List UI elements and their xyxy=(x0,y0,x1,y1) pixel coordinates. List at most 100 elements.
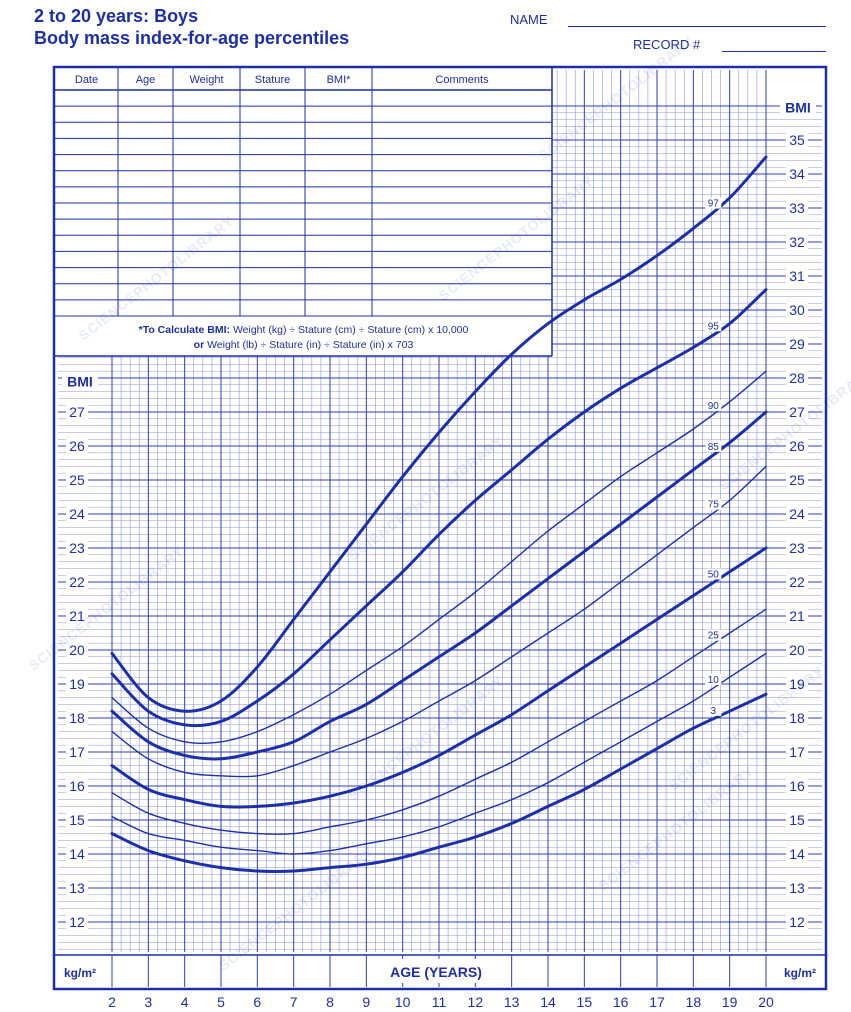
x-tick-label: 13 xyxy=(504,994,520,1010)
x-axis-title: AGE (YEARS) xyxy=(390,964,482,980)
y-tick-right: 31 xyxy=(789,268,805,284)
x-tick-label: 6 xyxy=(253,994,261,1010)
table-column-header: Stature xyxy=(255,74,290,86)
table-column-header: Date xyxy=(75,74,98,86)
y-tick-right-bg xyxy=(786,642,808,658)
y-tick-left: 23 xyxy=(69,540,85,556)
y-tick-right-bg xyxy=(786,302,808,318)
percentile-label-95: 95 xyxy=(708,321,720,332)
percentile-curve-10 xyxy=(111,652,767,855)
x-tick-label: 8 xyxy=(326,994,334,1010)
y-tick-right: 12 xyxy=(789,914,805,930)
y-tick-right: 21 xyxy=(789,608,805,624)
y-tick-left: 16 xyxy=(69,778,85,794)
percentile-curve-50 xyxy=(110,546,768,809)
y-tick-right: 13 xyxy=(789,880,805,896)
x-tick-label: 3 xyxy=(144,994,152,1010)
record-field-line[interactable] xyxy=(722,51,826,52)
y-tick-right: 34 xyxy=(789,166,805,182)
y-tick-right-bg xyxy=(786,914,808,930)
y-tick-left: 18 xyxy=(69,710,85,726)
y-tick-right: 35 xyxy=(789,132,805,148)
unit-left: kg/m² xyxy=(64,966,96,980)
x-tick-label: 4 xyxy=(181,994,189,1010)
percentile-curve-25 xyxy=(111,608,767,835)
y-axis-title-right: BMI xyxy=(785,100,811,116)
percentile-label-bg xyxy=(705,704,722,716)
y-tick-right: 17 xyxy=(789,744,805,760)
x-tick-label: 12 xyxy=(468,994,484,1010)
y-tick-right-bg xyxy=(786,268,808,284)
bmi-formula-metric: *To Calculate BMI: Weight (kg) ÷ Stature… xyxy=(139,324,469,336)
y-tick-left-bg xyxy=(66,880,88,896)
y-tick-left: 27 xyxy=(69,404,85,420)
percentile-label-50: 50 xyxy=(708,570,720,581)
percentile-curves: 97 95 90 85 75 50 25 10 3 xyxy=(110,155,768,873)
y-tick-right-bg xyxy=(786,710,808,726)
y-tick-left: 19 xyxy=(69,676,85,692)
y-tick-right: 33 xyxy=(789,200,805,216)
x-tick-label: 15 xyxy=(577,994,593,1010)
table-column-header: Age xyxy=(136,74,156,86)
percentile-label-97: 97 xyxy=(708,199,720,210)
name-field-line[interactable] xyxy=(568,26,826,27)
y-tick-left: 13 xyxy=(69,880,85,896)
y-tick-right-bg xyxy=(786,404,808,420)
y-tick-left-bg xyxy=(66,744,88,760)
y-tick-left: 21 xyxy=(69,608,85,624)
y-tick-left-bg xyxy=(66,438,88,454)
percentile-label-10: 10 xyxy=(708,675,720,686)
y-tick-right-bg xyxy=(786,744,808,760)
percentile-label-3: 3 xyxy=(711,706,717,717)
y-tick-right-bg xyxy=(786,370,808,386)
y-tick-right: 22 xyxy=(789,574,805,590)
y-tick-right: 19 xyxy=(789,676,805,692)
y-tick-right: 15 xyxy=(789,812,805,828)
x-tick-label: 2 xyxy=(108,994,116,1010)
x-tick-label: 11 xyxy=(432,994,447,1010)
y-tick-right-bg xyxy=(786,506,808,522)
percentile-label-85: 85 xyxy=(708,442,720,453)
y-tick-right-bg xyxy=(786,778,808,794)
x-tick-label: 10 xyxy=(395,994,411,1010)
x-tick-label: 5 xyxy=(217,994,225,1010)
table-column-header: Comments xyxy=(435,74,489,86)
name-label: NAME xyxy=(510,12,548,27)
y-tick-right-bg xyxy=(786,166,808,182)
x-tick-label: 19 xyxy=(722,994,738,1010)
percentile-label-bg xyxy=(705,673,722,685)
y-tick-left-bg xyxy=(66,846,88,862)
y-tick-right: 29 xyxy=(789,336,805,352)
axis-labels: 1213141516171819202122232425262712131415… xyxy=(55,97,825,1010)
x-tick-label: 20 xyxy=(758,994,774,1010)
x-tick-label: 9 xyxy=(362,994,370,1010)
percentile-label-bg xyxy=(705,400,722,412)
y-tick-left-bg xyxy=(66,676,88,692)
y-tick-left-bg xyxy=(66,472,88,488)
bmi-formula-imperial: or Weight (lb) ÷ Stature (in) ÷ Stature … xyxy=(194,339,414,351)
x-tick-label: 17 xyxy=(649,994,665,1010)
y-tick-right: 20 xyxy=(789,642,805,658)
y-tick-right: 16 xyxy=(789,778,805,794)
y-tick-right-bg xyxy=(786,336,808,352)
y-tick-left-bg xyxy=(66,404,88,420)
y-tick-right: 14 xyxy=(789,846,805,862)
y-tick-left: 17 xyxy=(69,744,85,760)
chart-frame xyxy=(52,65,828,991)
y-tick-right-bg xyxy=(786,472,808,488)
percentile-label-bg xyxy=(705,629,722,641)
y-tick-right-bg xyxy=(786,438,808,454)
x-axis-title-bg xyxy=(378,959,494,983)
record-table: Date Age Weight Stature BMI* Comments *To Calc… xyxy=(55,68,553,357)
y-tick-left-bg xyxy=(66,642,88,658)
y-tick-right-bg xyxy=(786,880,808,896)
y-tick-right-bg xyxy=(786,608,808,624)
percentile-label-bg xyxy=(705,197,722,209)
percentile-curve-3 xyxy=(110,692,768,873)
y-tick-left: 12 xyxy=(69,914,85,930)
y-tick-left: 24 xyxy=(69,506,85,522)
table-column-header: Weight xyxy=(189,74,223,86)
percentile-label-bg xyxy=(705,440,722,452)
y-tick-left: 15 xyxy=(69,812,85,828)
y-tick-right: 32 xyxy=(789,234,805,250)
